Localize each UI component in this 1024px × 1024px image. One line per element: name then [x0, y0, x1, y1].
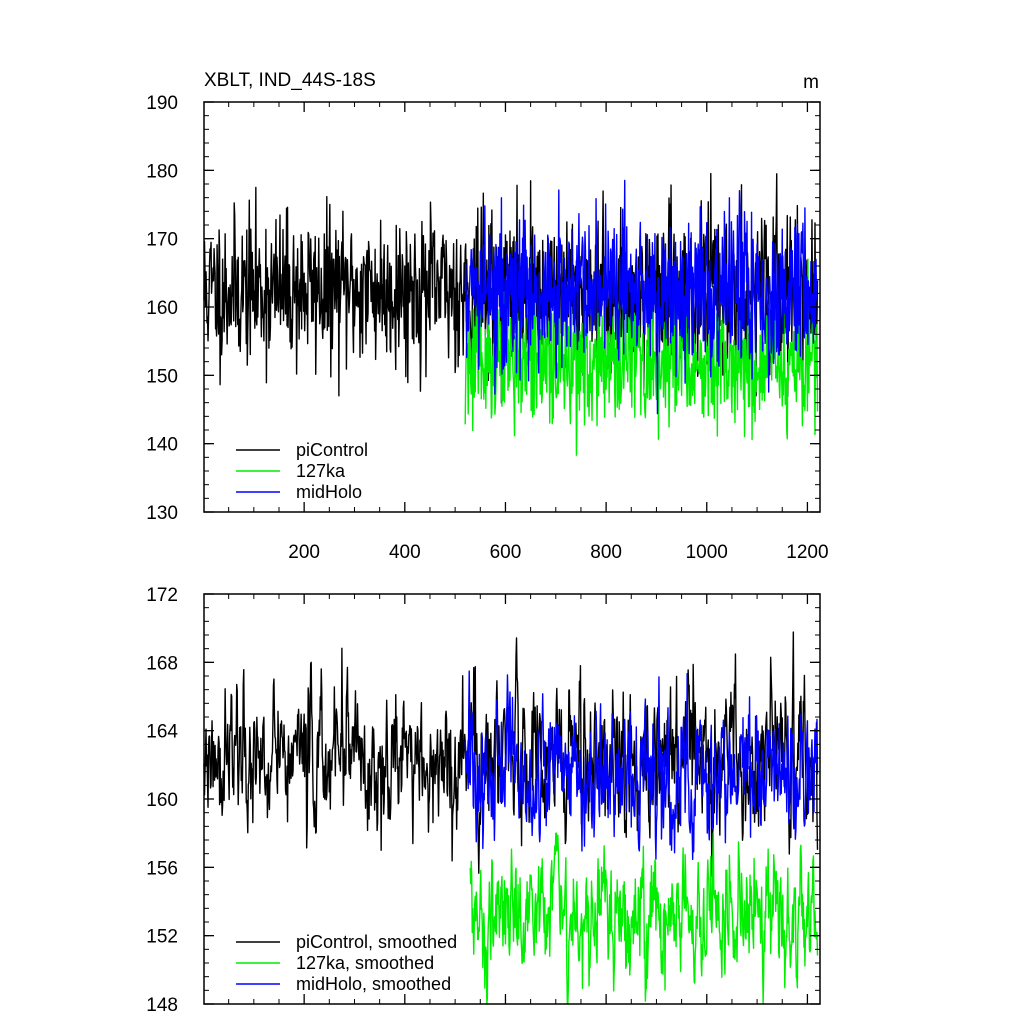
- units-label: m: [803, 72, 819, 93]
- top-x-tick-label: 600: [490, 542, 522, 563]
- bottom-y-tick-label: 172: [146, 585, 178, 606]
- bottom-panel: 148 152 156 160 164 168 172 piControl, smoothe…: [146, 585, 821, 1016]
- top-legend-label: piControl: [296, 440, 368, 460]
- bottom-series-line-2: [469, 832, 819, 1005]
- bottom-legend-label: midHolo, smoothed: [296, 974, 451, 994]
- top-series-line-2: [464, 258, 819, 456]
- bottom-y-tick-label: 168: [146, 653, 178, 674]
- top-y-tick-label: 130: [146, 503, 178, 524]
- bottom-legend-label: piControl, smoothed: [296, 932, 457, 952]
- chart-title: XBLT, IND_44S-18S: [204, 70, 376, 91]
- top-y-tick-label: 170: [146, 230, 178, 251]
- bottom-y-tick-label: 164: [146, 722, 178, 743]
- bottom-y-tick-label: 148: [146, 995, 178, 1016]
- top-y-tick-label: 180: [146, 161, 178, 182]
- bottom-y-tick-label: 156: [146, 858, 178, 879]
- top-x-tick-label: 1000: [686, 542, 728, 563]
- top-x-tick-label: 200: [288, 542, 320, 563]
- top-plot-frame: [203, 101, 821, 513]
- bottom-legend-label: 127ka, smoothed: [296, 953, 434, 973]
- top-y-tick-label: 190: [146, 93, 178, 114]
- bottom-y-tick-label: 160: [146, 790, 178, 811]
- top-legend-label: 127ka: [296, 461, 346, 481]
- top-series-group: [203, 172, 819, 456]
- bottom-plot-frame: [203, 593, 821, 1005]
- top-y-tick-label: 140: [146, 435, 178, 456]
- top-legend-label: midHolo: [296, 482, 362, 502]
- top-y-tick-label: 160: [146, 298, 178, 319]
- top-x-tick-label: 1200: [786, 542, 828, 563]
- bottom-y-tick-label: 152: [146, 927, 178, 948]
- bottom-series-group: [203, 631, 819, 1005]
- bottom-series-line-3: [464, 670, 819, 861]
- top-panel: XBLT, IND_44S-18S m 200 400 600 800 1000 1200…: [146, 70, 828, 563]
- top-y-tick-label: 150: [146, 366, 178, 387]
- top-x-tick-label: 800: [590, 542, 622, 563]
- top-x-tick-label: 400: [389, 542, 421, 563]
- top-ticks-group: 200 400 600 800 1000 1200 130 140 150 160 170 180 19…: [146, 93, 828, 563]
- bottom-ticks-group: 148 152 156 160 164 168 172: [146, 585, 820, 1016]
- top-series-line-3: [464, 179, 819, 415]
